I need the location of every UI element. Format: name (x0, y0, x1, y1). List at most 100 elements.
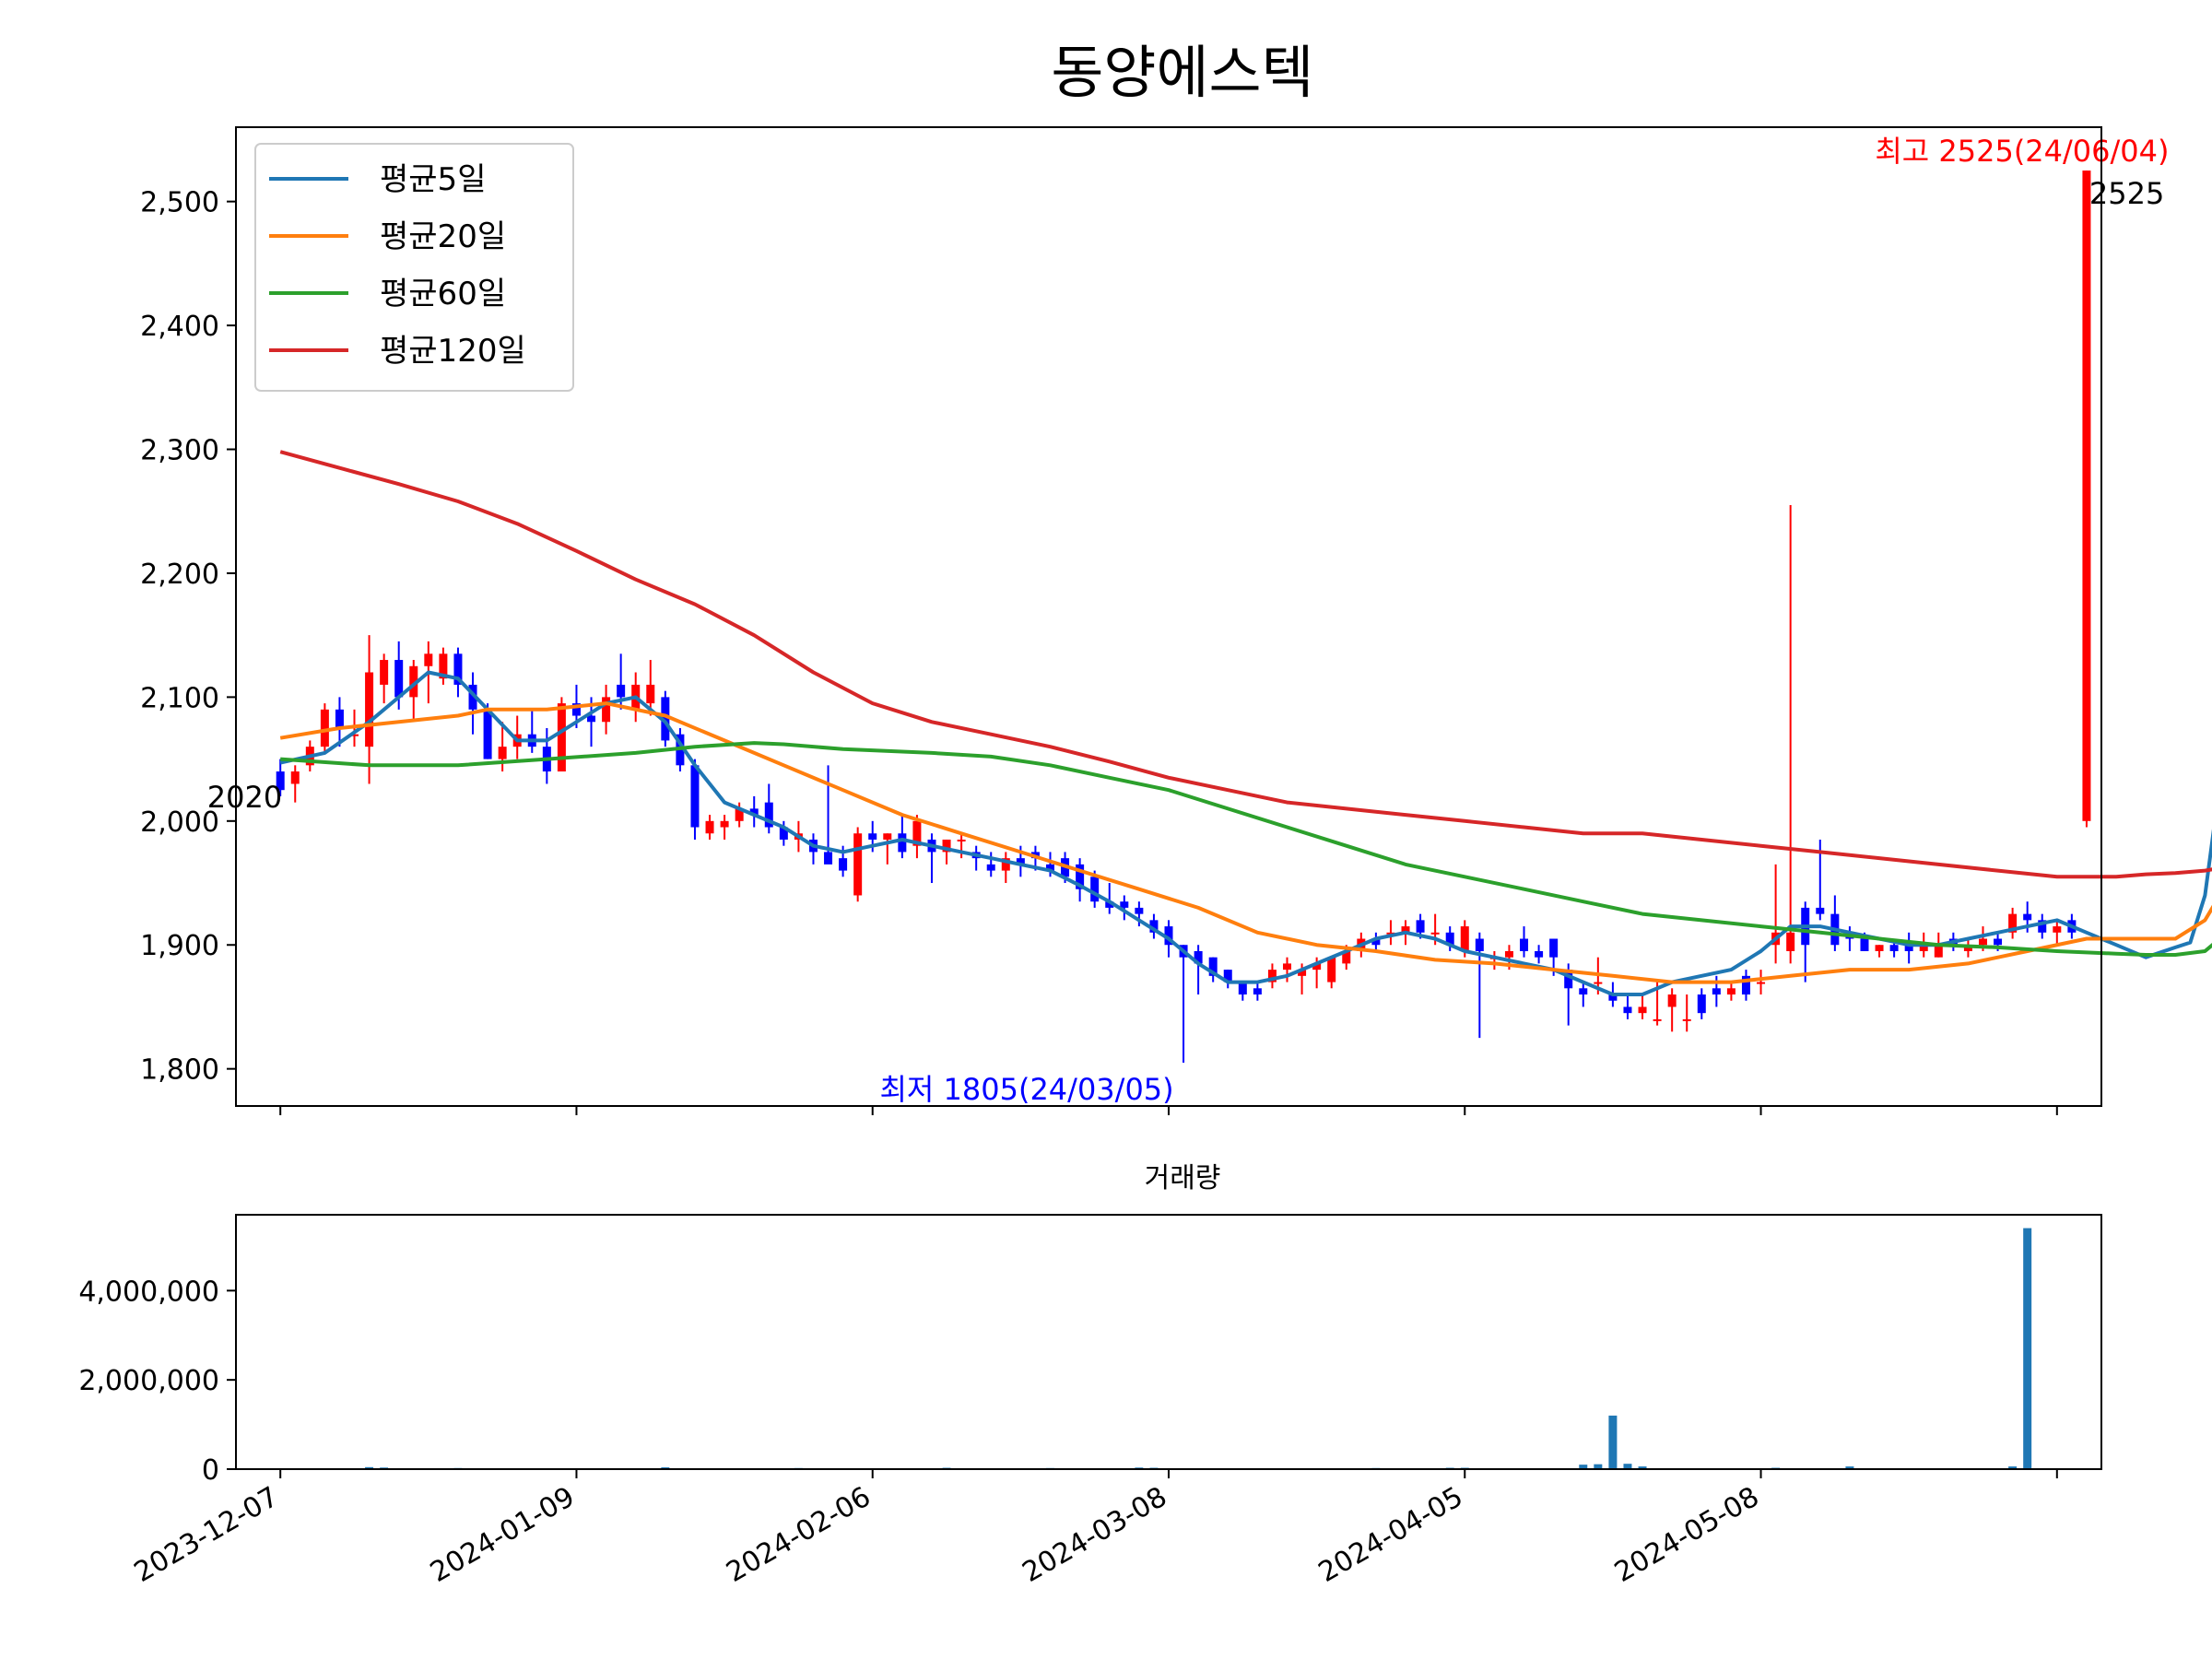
price-panel: 1,800 1,900 2,000 2,100 2,200 2,300 2,400 2,500… (140, 126, 2212, 1115)
low-annotation: 최저 1805(24/03/05) (879, 1072, 1173, 1107)
candle-body (1090, 877, 1100, 902)
candle-body (320, 709, 329, 747)
candle-body (883, 833, 892, 840)
candle-body (1401, 926, 1410, 933)
candle-body (2082, 171, 2091, 821)
candle-body (2038, 920, 2047, 933)
price-frame (235, 126, 2102, 1107)
candle-body (986, 864, 995, 871)
volume-bar (1638, 1466, 1647, 1469)
volume-panel: 거래량 0 2,000,000 4,000,000 2023-12-07 2024-01… (78, 1162, 2102, 1589)
candle-body (1149, 920, 1159, 933)
candle-body (2023, 913, 2032, 921)
candle-body (1816, 907, 1825, 914)
volume-title: 거래량 (1145, 1162, 1221, 1194)
candle-body (779, 827, 788, 840)
first-close-label: 2020 (207, 780, 282, 815)
candle-body (942, 839, 951, 853)
candle-body (453, 653, 463, 685)
ma-line-평균20일 (279, 701, 2212, 984)
candle-body (1475, 938, 1484, 951)
candle-body (749, 808, 759, 816)
candle-body (1757, 982, 1766, 984)
high-annotation: 최고 2525(24/06/04) (1875, 134, 2169, 169)
candle-body (439, 653, 448, 679)
candles (276, 171, 2091, 1063)
candle-body (1978, 938, 1987, 946)
legend-box (254, 143, 574, 392)
candle-body (1371, 938, 1381, 946)
candle-body (335, 709, 344, 728)
xtick-label: 2024-01-09 (425, 1481, 580, 1589)
candle-body (1741, 975, 1750, 995)
candle-body (1904, 945, 1913, 951)
volume-bar (2023, 1228, 2032, 1469)
candle-body (1164, 926, 1173, 946)
candle-body (898, 833, 907, 853)
candle-body (1726, 988, 1735, 995)
candle-body (1253, 988, 1262, 995)
candle-body (1608, 994, 1618, 1001)
volume-bar (1594, 1464, 1603, 1469)
price-ytick-label: 2,200 (140, 559, 219, 591)
legend-label: 평균60일 (380, 276, 506, 312)
candle-body (2008, 913, 2018, 933)
candle-body (1386, 932, 1395, 935)
candle-body (1267, 970, 1277, 982)
candle-body (705, 820, 714, 834)
xtick-label: 2024-02-06 (721, 1481, 876, 1589)
candle-body (1208, 957, 1218, 976)
candle-body (557, 703, 566, 772)
ma-line-평균60일 (280, 741, 2212, 957)
candle-body (1564, 970, 1573, 989)
candle-body (1001, 858, 1010, 871)
price-ytick-label: 2,000 (140, 806, 219, 839)
volume-bar (1623, 1464, 1632, 1469)
candle-body (868, 833, 877, 840)
candle-body (498, 747, 507, 759)
candle-body (1460, 926, 1469, 951)
candle-body (735, 808, 744, 821)
volume-ytick-label: 4,000,000 (78, 1276, 219, 1308)
xtick-label: 2024-04-05 (1313, 1481, 1468, 1589)
candle-body (1045, 864, 1054, 871)
ma-line-평균5일 (279, 670, 2212, 996)
candle-body (1786, 932, 1795, 951)
volume-bar (1845, 1466, 1854, 1469)
candle-body (468, 684, 477, 710)
candle-body (1120, 901, 1129, 908)
candle-body (690, 765, 700, 828)
candle-body (1875, 945, 1884, 951)
candle-body (1194, 950, 1203, 964)
xtick-label: 2023-12-07 (129, 1481, 284, 1589)
candle-body (1416, 920, 1425, 933)
candle-body (483, 709, 492, 759)
volume-ytick-label: 0 (202, 1454, 219, 1487)
candle-body (839, 858, 848, 871)
candle-body (1889, 945, 1899, 951)
volume-bar (1579, 1465, 1588, 1469)
candle-body (424, 653, 433, 666)
volume-bar (1608, 1415, 1618, 1469)
candle-body (365, 672, 374, 747)
candle-body (1283, 963, 1292, 971)
candle-body (1238, 982, 1247, 995)
candle-body (1327, 957, 1336, 982)
candle-body (290, 771, 300, 784)
candle-body (1430, 932, 1440, 935)
candle-body (1638, 1006, 1647, 1014)
price-ytick-label: 1,900 (140, 930, 219, 962)
candle-body (1016, 858, 1025, 865)
candle-body (1298, 970, 1307, 976)
candle-body (1549, 938, 1559, 958)
ma-line-평균120일 (279, 450, 2212, 879)
legend-label: 평균20일 (380, 218, 506, 255)
candle-body (617, 684, 626, 698)
candle-body (1579, 988, 1588, 995)
candle-body (824, 852, 833, 865)
candle-body (380, 660, 389, 685)
candle-body (1535, 950, 1544, 958)
candle-body (409, 665, 418, 698)
